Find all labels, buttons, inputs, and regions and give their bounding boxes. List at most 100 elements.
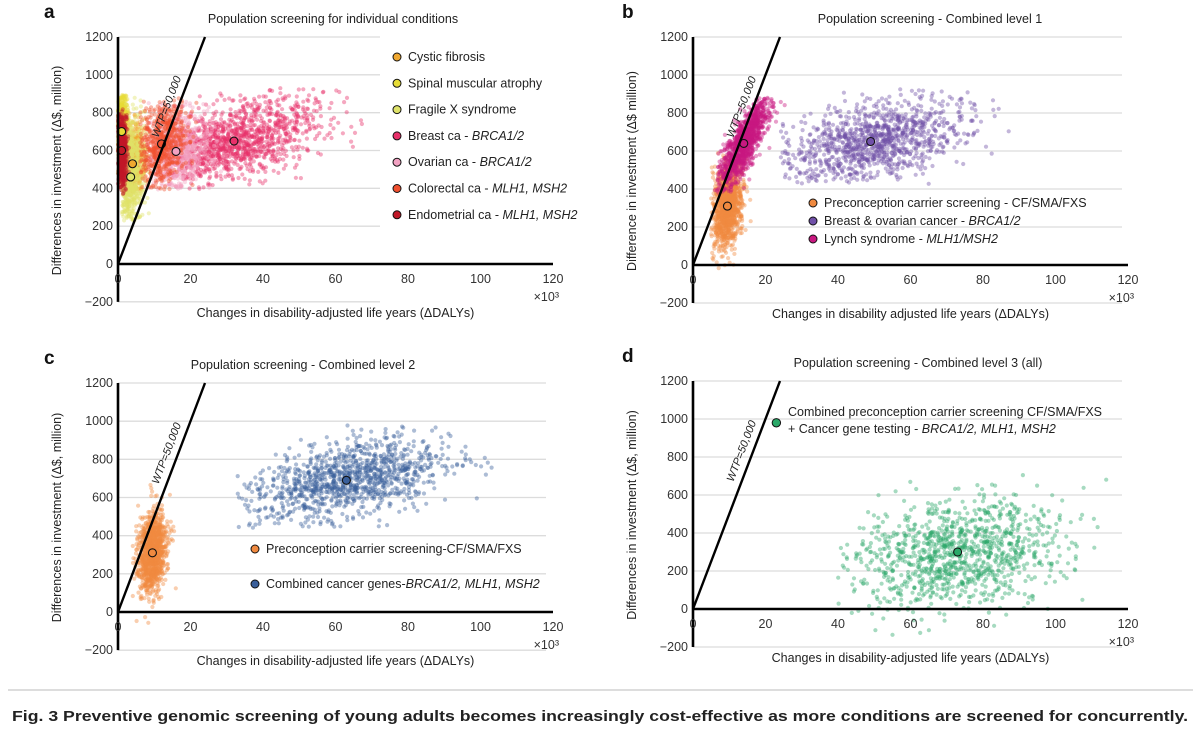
scatter-point (123, 139, 128, 144)
scatter-point (201, 109, 206, 114)
scatter-point (226, 167, 231, 172)
scatter-point (135, 168, 141, 173)
scatter-point (120, 184, 125, 189)
scatter-point (138, 131, 143, 136)
scatter-point (131, 189, 136, 195)
scatter-point (305, 148, 310, 153)
scatter-point (274, 112, 279, 117)
y-tick-label: 1000 (85, 68, 113, 82)
scatter-point (277, 118, 282, 123)
scatter-point (349, 124, 354, 129)
scatter-point (281, 126, 286, 131)
scatter-point (196, 136, 201, 141)
scatter-point (129, 137, 134, 142)
y-tick-label: 400 (92, 181, 113, 195)
scatter-point (254, 154, 259, 159)
scatter-point (136, 157, 141, 162)
scatter-point (238, 98, 243, 103)
centroid-marker (229, 136, 239, 146)
scatter-point (291, 155, 296, 160)
scatter-point (190, 146, 195, 151)
scatter-point (166, 152, 171, 157)
scatter-point (284, 140, 289, 145)
scatter-point (137, 134, 142, 139)
scatter-point (300, 145, 305, 150)
scatter-point (145, 195, 150, 201)
legend-item: Breast ca - BRCA1/2 (392, 129, 524, 143)
legend-item: Endometrial ca - MLH1, MSH2 (392, 208, 578, 222)
scatter-point (136, 156, 141, 161)
scatter-point (122, 167, 127, 172)
scatter-point (183, 155, 188, 160)
scatter-point (228, 107, 233, 112)
scatter-point (225, 159, 230, 164)
scatter-point (299, 115, 304, 120)
scatter-point (135, 126, 140, 132)
scatter-point (179, 127, 184, 132)
scatter-point (132, 147, 137, 152)
legend-label-part: MLH1, MSH2 (492, 182, 567, 196)
scatter-point (265, 112, 270, 117)
scatter-point (131, 151, 136, 157)
scatter-point (234, 127, 240, 133)
scatter-point (306, 98, 311, 104)
legend-item: Cystic fibrosis (392, 50, 485, 64)
scatter-point (342, 100, 347, 105)
scatter-point (153, 147, 158, 152)
scatter-point (132, 181, 137, 187)
scatter-point (221, 161, 226, 166)
scatter-point (315, 100, 320, 105)
scatter-point (344, 110, 349, 115)
scatter-point (319, 124, 324, 130)
scatter-point (167, 186, 172, 192)
scatter-point (247, 182, 252, 187)
legend-label: Spinal muscular atrophy (408, 76, 543, 90)
scatter-point (329, 100, 334, 106)
scatter-point (119, 102, 124, 107)
scatter-point (268, 105, 273, 110)
legend-label: Colorectal ca - MLH1, MSH2 (408, 182, 567, 196)
scatter-point (194, 100, 199, 105)
scatter-point (222, 121, 227, 126)
scatter-point (261, 130, 266, 135)
scatter-point (127, 142, 132, 147)
scatter-point (268, 156, 273, 161)
scatter-point (210, 159, 215, 164)
scatter-point (272, 141, 277, 146)
scatter-point (132, 141, 137, 146)
legend-item: Colorectal ca - MLH1, MSH2 (392, 182, 567, 196)
scatter-point (121, 162, 126, 168)
scatter-point (222, 147, 227, 152)
scatter-point (186, 125, 191, 130)
scatter-point (131, 167, 136, 172)
scatter-point (170, 160, 175, 165)
scatter-point (124, 165, 129, 170)
scatter-point (249, 149, 254, 154)
scatter-point (146, 136, 151, 141)
scatter-point (301, 87, 306, 92)
scatter-point (311, 123, 316, 129)
scatter-point (135, 177, 140, 182)
scatter-point (127, 138, 132, 143)
scatter-point (286, 93, 292, 98)
scatter-point (128, 188, 134, 193)
scatter-point (236, 175, 241, 181)
scatter-point (263, 178, 268, 183)
scatter-point (136, 148, 141, 153)
scatter-point (134, 152, 139, 157)
scatter-point (123, 155, 129, 160)
scatter-point (138, 104, 143, 109)
scatter-point (189, 161, 195, 166)
scatter-point (134, 106, 139, 111)
scatter-point (277, 135, 282, 140)
scatter-point (359, 121, 364, 127)
scatter-point (211, 102, 216, 107)
scatter-point (182, 174, 187, 179)
legend-marker (392, 105, 402, 115)
scatter-point (133, 122, 138, 127)
scatter-point (124, 180, 129, 185)
centroid-marker (126, 172, 136, 182)
scatter-point (121, 191, 126, 196)
legend-label-part: Fragile X syndrome (408, 103, 516, 117)
scatter-point (126, 129, 131, 135)
